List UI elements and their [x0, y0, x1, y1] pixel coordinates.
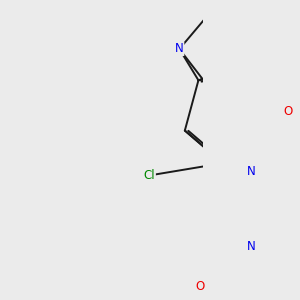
Text: O: O — [284, 105, 293, 118]
Text: O: O — [195, 280, 204, 293]
Text: N: N — [247, 165, 256, 178]
Text: N: N — [247, 240, 256, 253]
Text: N: N — [175, 43, 184, 56]
Text: Cl: Cl — [144, 169, 155, 182]
